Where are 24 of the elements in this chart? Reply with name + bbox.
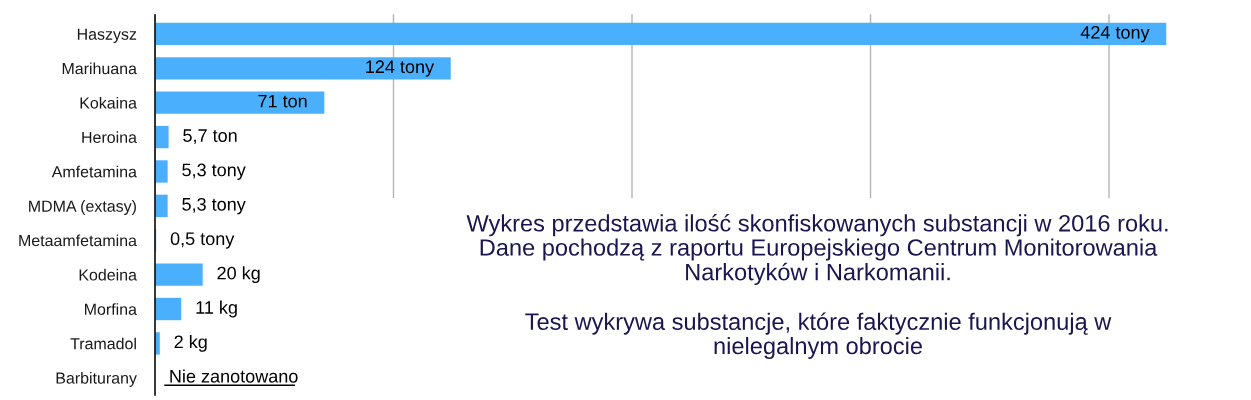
y-tick-label: Tramadol xyxy=(70,337,136,350)
y-tick-label: Kokaina xyxy=(80,96,137,109)
y-tick-label: Heroina xyxy=(82,131,137,144)
annotation: Wykres przedstawia ilość skonfiskowanych substancji w 2016 roku. Dane pochodzą z raportu Europejskiego Centrum Monitorowania Narkotyków i Narkomanii. xyxy=(466,214,1168,286)
data-label: 20 kg xyxy=(217,266,260,284)
y-tick-label: Haszysz xyxy=(77,28,137,44)
y-tick-label: Metaamfetamina xyxy=(19,234,137,247)
text: Nie zanotowano xyxy=(170,369,298,383)
y-tick-label: Morfina xyxy=(85,303,137,315)
data-label: 11 kg xyxy=(196,300,237,318)
y-tick-label: Barbiturany xyxy=(56,372,137,387)
y-tick-label: Amfetamina xyxy=(51,165,137,178)
data-label: 5,3 tony xyxy=(182,197,246,215)
annotation: Test wykrywa substancje, które faktycznie funkcjonują w nielegalnym obrocie xyxy=(525,312,1112,359)
data-label: 5,3 tony xyxy=(182,163,246,180)
data-label: 424 tony xyxy=(1080,25,1150,43)
data-label: 124 tony xyxy=(366,60,435,77)
y-tick-label: Kodeina xyxy=(79,268,137,281)
y-tick-label: MDMA (extasy) xyxy=(29,200,136,215)
data-label: 5,7 ton xyxy=(183,129,237,145)
data-label: 71 ton xyxy=(258,94,307,108)
y-tick-label: Marihuana xyxy=(62,62,137,75)
data-label: 2 kg xyxy=(174,335,207,352)
data-label: 0,5 tony xyxy=(170,232,235,249)
